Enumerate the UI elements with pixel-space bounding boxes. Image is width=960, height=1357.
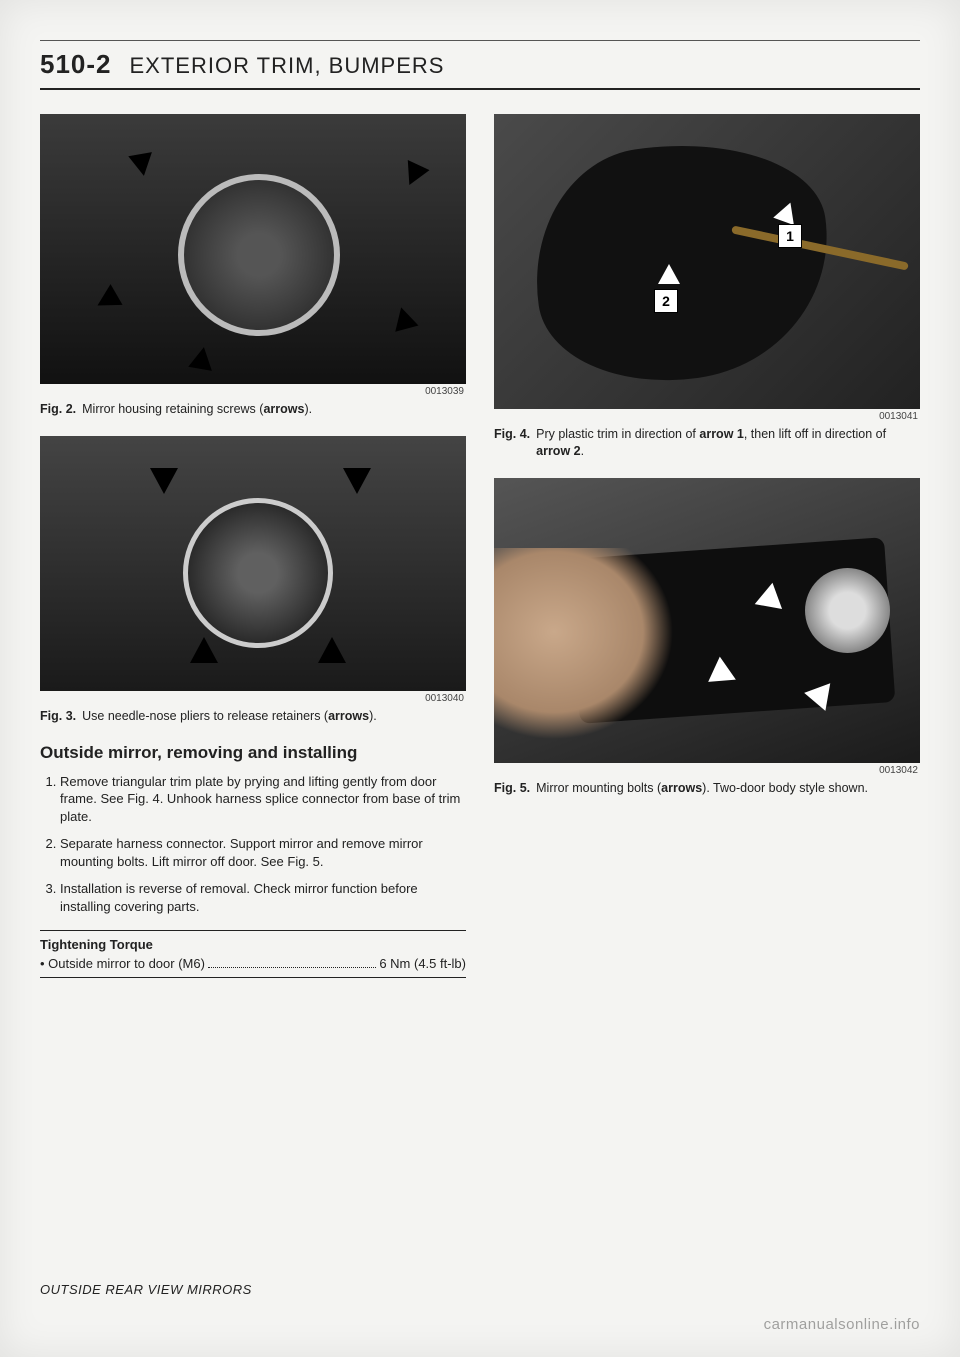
- arrow-icon: [398, 160, 429, 190]
- figure-3-id: 0013040: [40, 693, 464, 704]
- step-item: Separate harness connector. Support mirr…: [60, 835, 466, 870]
- mirror-motor-ring: [183, 498, 333, 648]
- arrow-icon: [190, 637, 218, 663]
- figure-label: Fig. 3.: [40, 708, 76, 725]
- watermark: carmanualsonline.info: [764, 1316, 920, 1333]
- figure-5-caption: Fig. 5. Mirror mounting bolts (arrows). …: [494, 780, 920, 797]
- figure-text: Mirror mounting bolts (arrows). Two-door…: [536, 780, 868, 797]
- page-title: EXTERIOR TRIM, BUMPERS: [130, 53, 445, 79]
- leader-dots: [208, 967, 376, 968]
- manual-page: 510-2 EXTERIOR TRIM, BUMPERS 0013039 Fig…: [0, 0, 960, 1357]
- mirror-motor-ring: [178, 174, 340, 336]
- connector-disc-shape: [805, 568, 890, 653]
- figure-label: Fig. 4.: [494, 426, 530, 460]
- arrow-icon: [188, 345, 215, 371]
- figure-3-photo: [40, 436, 466, 691]
- figure-text: Pry plastic trim in direction of arrow 1…: [536, 426, 920, 460]
- divider: [40, 977, 466, 978]
- section-heading: Outside mirror, removing and installing: [40, 743, 466, 763]
- figure-2-photo: [40, 114, 466, 384]
- left-column: 0013039 Fig. 2. Mirror housing retaining…: [40, 114, 466, 984]
- callout-2: 2: [654, 289, 678, 313]
- arrow-icon: [128, 152, 155, 178]
- figure-5-photo: [494, 478, 920, 763]
- arrow-icon: [802, 679, 830, 711]
- figure-4-photo: 1 2: [494, 114, 920, 409]
- torque-value: 6 Nm (4.5 ft-lb): [379, 956, 466, 971]
- footer-section-title: OUTSIDE REAR VIEW MIRRORS: [40, 1282, 252, 1297]
- figure-label: Fig. 2.: [40, 401, 76, 418]
- arrow-icon: [658, 264, 680, 284]
- arrow-icon: [390, 304, 419, 331]
- figure-text: Mirror housing retaining screws (arrows)…: [82, 401, 312, 418]
- header-rule-top: [40, 40, 920, 41]
- page-header: 510-2 EXTERIOR TRIM, BUMPERS: [40, 43, 920, 88]
- arrow-icon: [91, 284, 122, 316]
- torque-spec: • Outside mirror to door (M6) 6 Nm (4.5 …: [40, 956, 466, 971]
- figure-3-caption: Fig. 3. Use needle-nose pliers to releas…: [40, 708, 466, 725]
- callout-1: 1: [778, 224, 802, 248]
- arrow-icon: [318, 637, 346, 663]
- right-column: 1 2 0013041 Fig. 4. Pry plastic trim in …: [494, 114, 920, 984]
- figure-2-caption: Fig. 2. Mirror housing retaining screws …: [40, 401, 466, 418]
- torque-label: • Outside mirror to door (M6): [40, 956, 205, 971]
- header-rule: [40, 88, 920, 90]
- figure-text: Use needle-nose pliers to release retain…: [82, 708, 377, 725]
- divider: [40, 930, 466, 931]
- arrow-icon: [150, 468, 178, 494]
- figure-5-id: 0013042: [494, 765, 918, 776]
- step-item: Installation is reverse of removal. Chec…: [60, 880, 466, 915]
- procedure-steps: Remove triangular trim plate by prying a…: [40, 773, 466, 916]
- figure-4-id: 0013041: [494, 411, 918, 422]
- figure-2-id: 0013039: [40, 386, 464, 397]
- figure-4-caption: Fig. 4. Pry plastic trim in direction of…: [494, 426, 920, 460]
- figure-label: Fig. 5.: [494, 780, 530, 797]
- arrow-icon: [343, 468, 371, 494]
- page-number: 510-2: [40, 49, 112, 80]
- two-column-layout: 0013039 Fig. 2. Mirror housing retaining…: [40, 114, 920, 984]
- step-item: Remove triangular trim plate by prying a…: [60, 773, 466, 826]
- torque-heading: Tightening Torque: [40, 937, 466, 952]
- hand-shape: [494, 548, 694, 758]
- trim-plate-shape: [519, 125, 845, 399]
